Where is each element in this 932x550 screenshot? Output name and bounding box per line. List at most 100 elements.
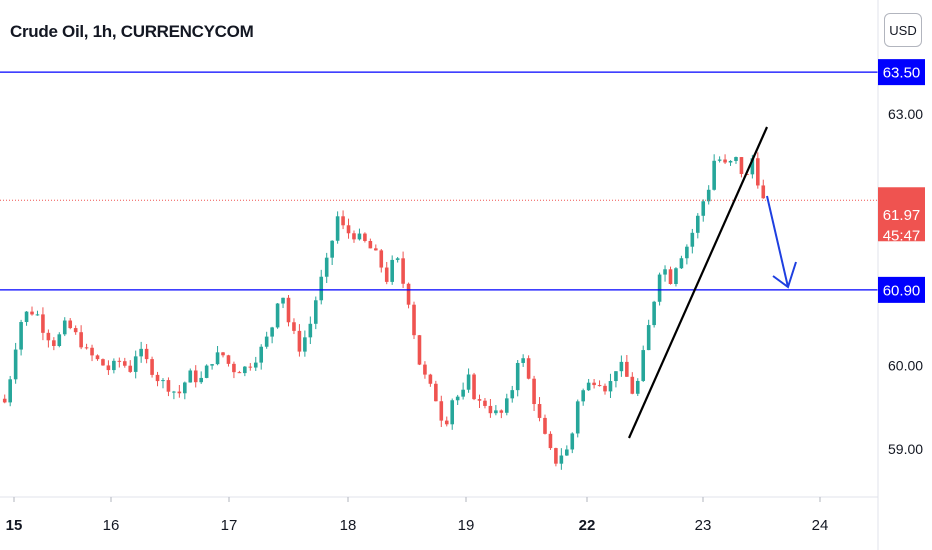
candle-body [313, 300, 318, 324]
candle-body [232, 363, 236, 373]
candle-body [19, 322, 23, 350]
candle-body [679, 258, 684, 269]
candle-body [341, 216, 345, 226]
candle-body [428, 374, 433, 384]
candle-body [150, 359, 154, 375]
candle-body [548, 433, 553, 449]
candle-body [581, 390, 585, 402]
candle-body [657, 274, 662, 302]
candle-body [739, 157, 744, 174]
candle-body [13, 349, 18, 380]
candlestick-series [2, 152, 766, 470]
candle-body [652, 301, 656, 326]
candle-body [494, 410, 498, 414]
candle-body [46, 332, 51, 341]
resistance-price-tag: 63.50 [883, 65, 921, 82]
candle-body [330, 240, 334, 258]
candle-body [504, 398, 509, 413]
candle-body [586, 382, 591, 391]
candle-body [144, 348, 149, 360]
price-tick-label: 60.00 [888, 357, 923, 373]
horizontal-levels[interactable] [0, 71, 878, 291]
candle-body [570, 433, 575, 450]
time-tick-label: 22 [579, 517, 596, 534]
candle-body [734, 157, 738, 161]
candle-body [466, 374, 471, 390]
time-tick-label: 15 [6, 517, 23, 534]
candle-body [324, 257, 329, 277]
candle-body [68, 320, 73, 329]
price-tick-label: 59.00 [888, 441, 923, 457]
candle-body [597, 385, 602, 387]
candle-body [543, 417, 547, 434]
candle-body [395, 258, 400, 260]
candle-body [406, 283, 411, 305]
candle-body [155, 374, 160, 382]
support-price-tag: 60.90 [883, 282, 921, 299]
candle-body [8, 379, 12, 403]
candle-body [172, 391, 176, 393]
candle-body [635, 380, 640, 394]
candle-body [264, 336, 269, 347]
candle-body [30, 311, 34, 315]
candle-body [674, 268, 678, 285]
candle-body [90, 347, 94, 356]
candle-body [646, 325, 651, 351]
candle-body [619, 361, 624, 372]
candle-body [166, 380, 171, 392]
candle-body [384, 267, 389, 282]
current-price-tag: 61.97 [883, 207, 921, 224]
candle-body [756, 158, 760, 186]
candle-body [73, 328, 78, 333]
currency-button[interactable]: USD [884, 13, 922, 47]
candle-body [625, 361, 629, 377]
candle-body [565, 449, 569, 456]
candle-body [106, 365, 111, 371]
candle-body [199, 377, 203, 383]
current-price-tag-bg [878, 187, 925, 242]
candle-body [472, 374, 476, 400]
resistance-price-tag-bg [878, 59, 925, 86]
candle-body [401, 258, 405, 284]
candle-body [248, 366, 253, 368]
candle-body [706, 189, 711, 202]
candle-body [603, 385, 607, 392]
candle-body [57, 334, 62, 347]
candle-body [133, 356, 138, 372]
candle-body [690, 232, 695, 247]
candle-body [319, 276, 324, 301]
candle-body [215, 352, 220, 365]
candle-body [177, 391, 182, 394]
candle-body [2, 398, 7, 403]
forecast-arrow-shaft [766, 195, 789, 288]
candle-body [695, 215, 700, 233]
candle-body [668, 269, 673, 285]
candle-body [95, 355, 100, 360]
candle-body [526, 358, 531, 379]
candle-body [84, 347, 89, 349]
candle-body [477, 399, 482, 401]
candle-body [439, 401, 444, 421]
candle-body [423, 364, 427, 375]
candle-body [128, 365, 133, 372]
candle-body [537, 404, 542, 418]
candle-body [275, 303, 280, 328]
candle-body [728, 160, 733, 163]
candle-body [193, 370, 198, 383]
candle-body [35, 314, 40, 316]
candle-body [41, 314, 45, 333]
drawings-layer[interactable] [627, 126, 797, 439]
candle-body [117, 360, 122, 362]
candle-body [281, 297, 285, 304]
candle-body [592, 382, 596, 386]
candle-body [363, 233, 367, 241]
candle-body [701, 201, 706, 216]
candle-body [112, 360, 116, 371]
countdown-label: 45:47 [883, 227, 921, 244]
candle-body [685, 246, 689, 259]
candle-body [308, 323, 313, 338]
candle-body [663, 269, 667, 275]
candle-body [554, 448, 558, 464]
candle-body [488, 405, 493, 414]
